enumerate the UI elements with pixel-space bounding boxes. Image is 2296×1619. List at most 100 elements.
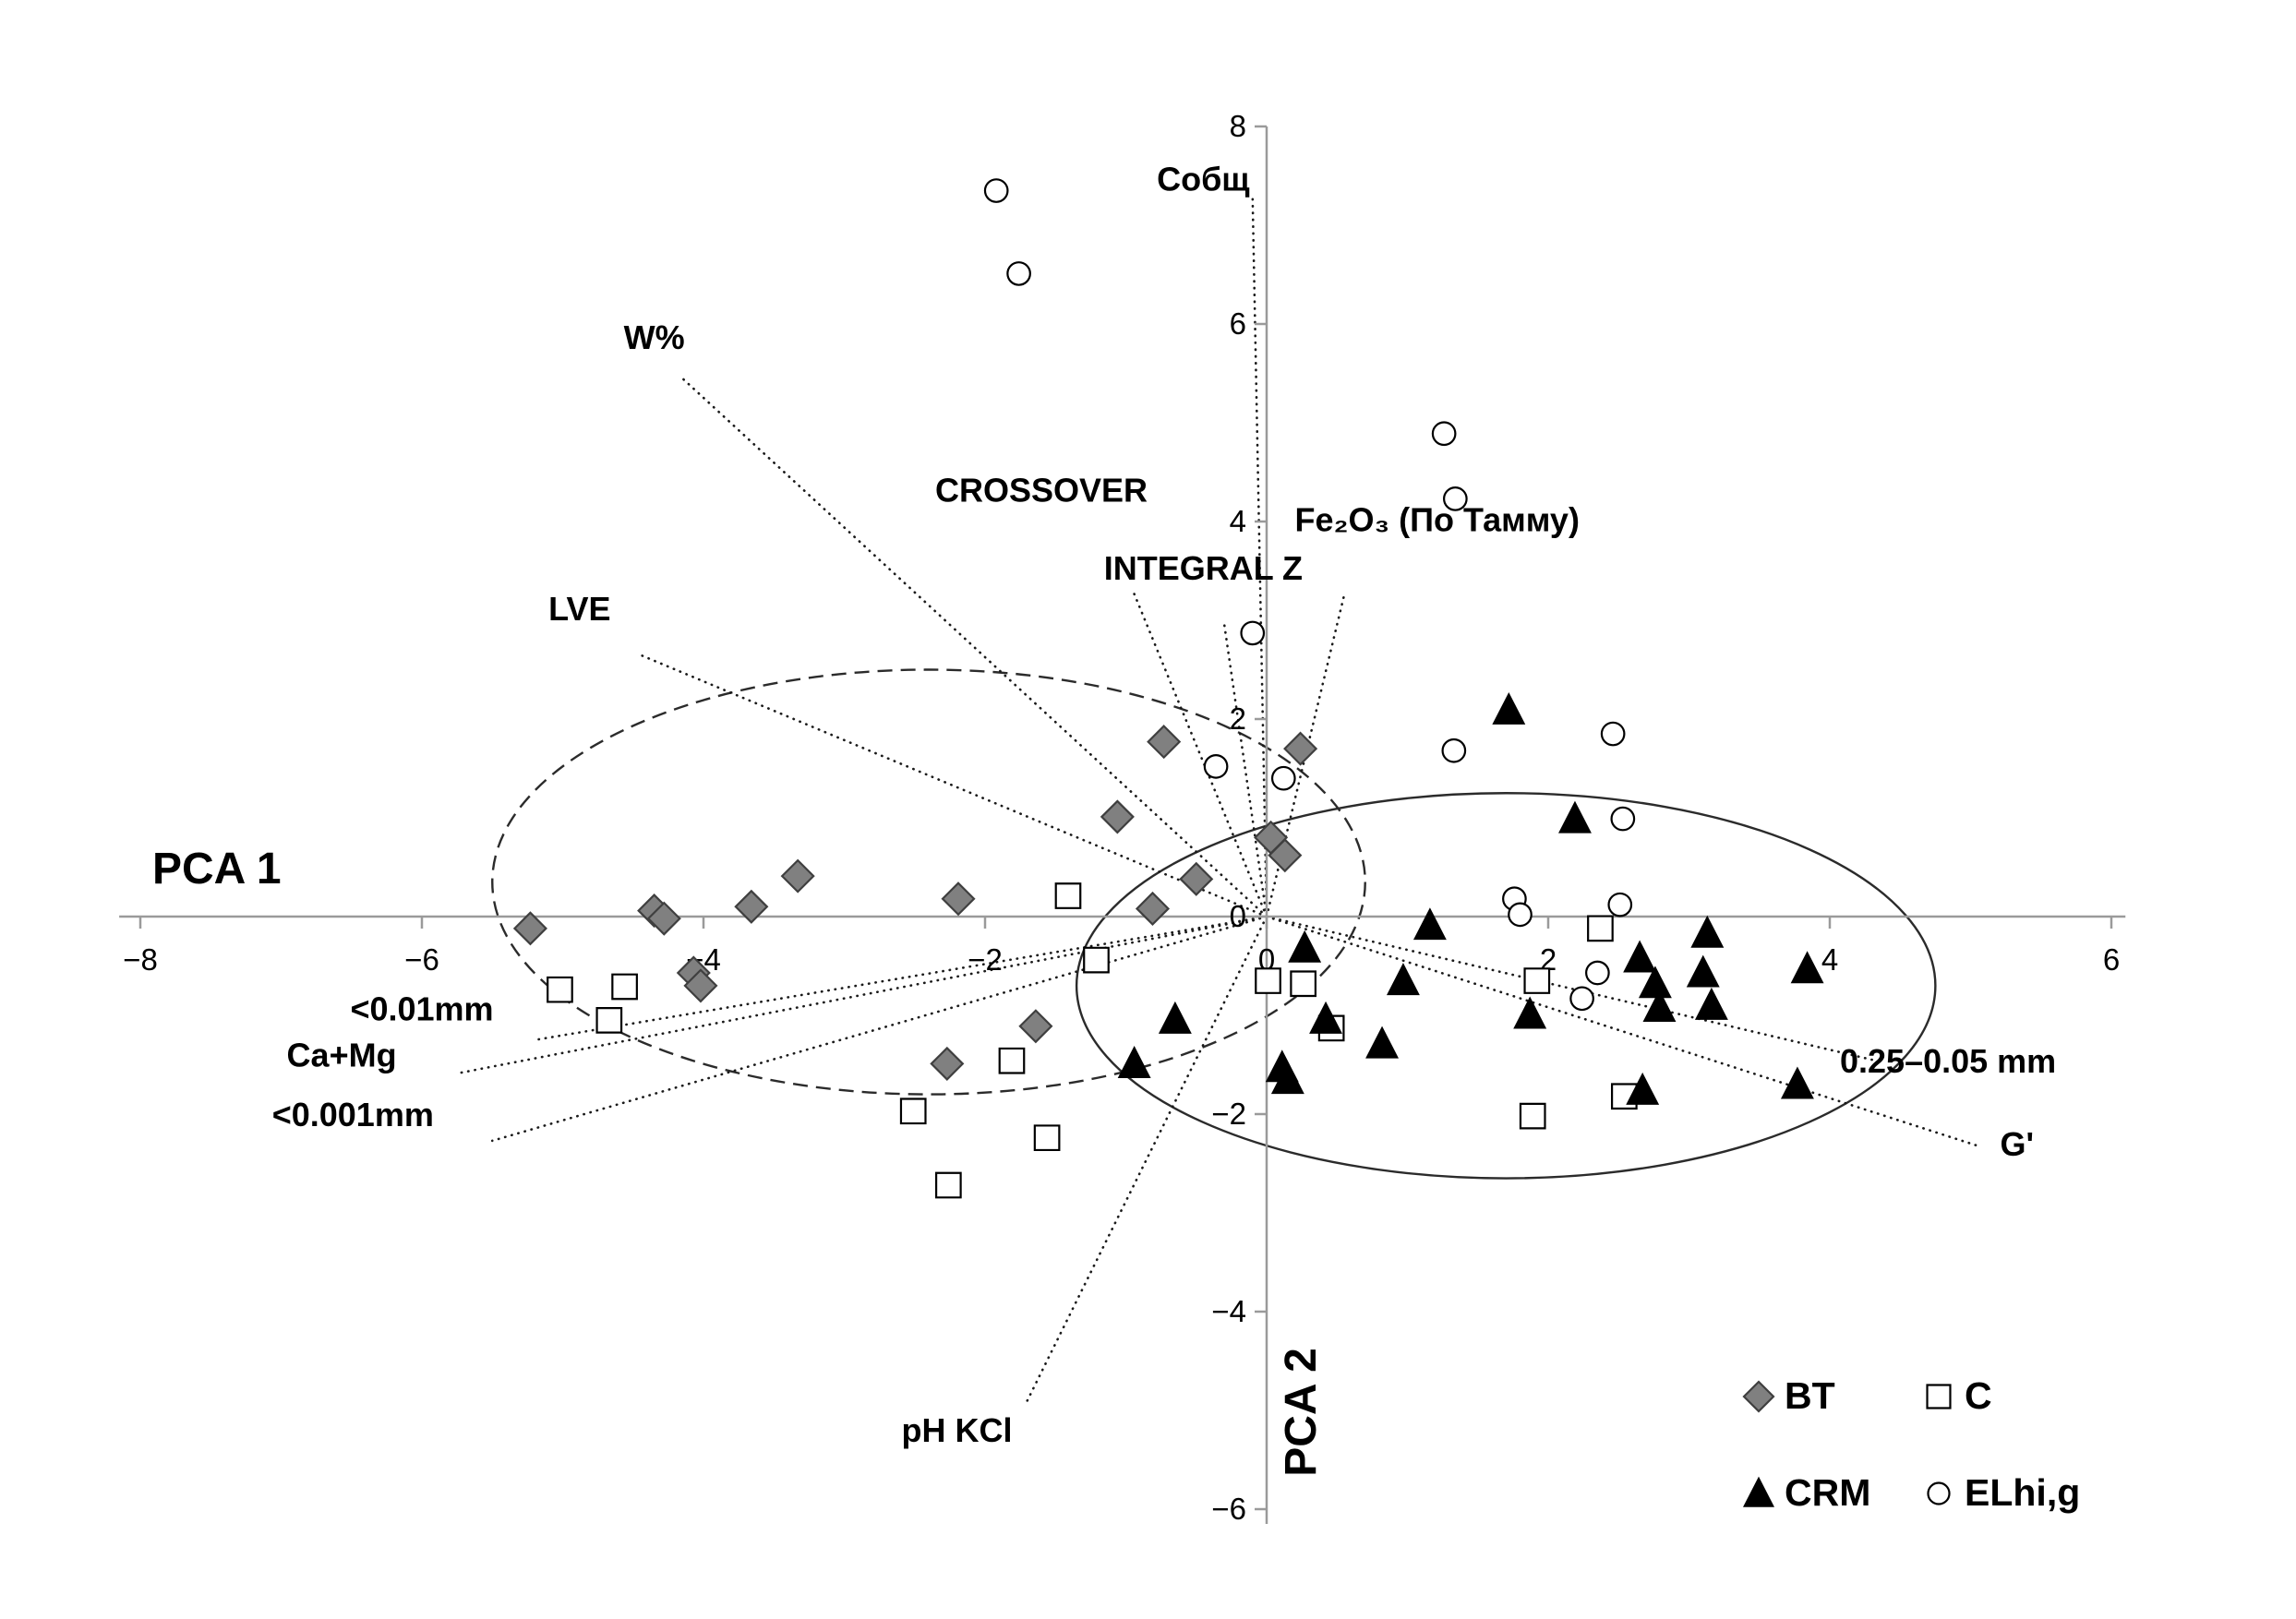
data-point-c (934, 1171, 962, 1199)
data-point-elhi-g (1600, 721, 1626, 747)
vector-0-01mm (533, 915, 1268, 1042)
vector-label-lve: LVE (548, 590, 610, 628)
legend-label-crm: CRM (1785, 1471, 1870, 1514)
data-point-bt (1147, 725, 1182, 760)
legend-label-c: C (1965, 1374, 1992, 1417)
x-tick-label: −8 (123, 942, 158, 977)
data-point-crm (1386, 963, 1420, 996)
vector-label-ca-mg: Ca+Mg (287, 1037, 397, 1074)
legend-label-elhi-g: ELhi,g (1965, 1471, 2080, 1514)
data-point-c (1587, 915, 1614, 942)
data-point-bt (683, 968, 718, 1003)
x-tick-label: −2 (968, 942, 1003, 977)
data-point-crm (1288, 929, 1322, 963)
vector-crossover (1131, 589, 1268, 918)
y-tick-label: −2 (1211, 1097, 1246, 1131)
data-point-bt (646, 901, 681, 936)
data-point-elhi-g (1569, 986, 1594, 1012)
data-point-bt (1135, 891, 1171, 926)
data-point-elhi-g (1431, 421, 1457, 447)
vector-item (1251, 194, 1268, 918)
data-point-elhi-g (1270, 765, 1296, 791)
data-point-crm (1158, 1001, 1192, 1034)
data-point-bt (1018, 1009, 1053, 1044)
vector-ph-kcl (1024, 915, 1268, 1405)
data-point-bt (1283, 731, 1318, 766)
data-point-crm (1780, 1066, 1814, 1099)
loading-vectors (460, 194, 1982, 1405)
data-point-c (1255, 967, 1281, 994)
data-point-crm (1558, 800, 1592, 833)
data-point-c (1523, 967, 1551, 994)
data-point-bt (780, 858, 815, 893)
vector-0-001mm (490, 915, 1268, 1143)
data-point-crm (1626, 1072, 1660, 1105)
data-point-c (595, 1006, 623, 1034)
data-point-elhi-g (1443, 486, 1468, 511)
data-point-c (1083, 946, 1110, 974)
data-point-crm (1694, 987, 1728, 1020)
data-point-elhi-g (1607, 892, 1633, 917)
vector-labels: Собщ W% CROSSOVER INTEGRAL Z Fe₂O₃ (По Тамму… (272, 161, 2056, 1450)
legend-marker-elhi-g-icon (1927, 1481, 1951, 1505)
data-point-bt (941, 881, 976, 917)
y-tick-label: −4 (1211, 1294, 1246, 1328)
data-point-c (611, 973, 638, 1001)
vector-label-0-25-0-05-mm: 0.25–0.05 mm (1840, 1042, 2056, 1080)
data-point-elhi-g (1240, 620, 1266, 646)
data-point-bt (1268, 838, 1303, 873)
vector-label-fe-o: Fe₂O₃ (По Тамму) (1295, 501, 1580, 539)
data-point-c (1033, 1124, 1061, 1152)
data-point-c (547, 976, 573, 1003)
data-point-crm (1492, 691, 1526, 725)
data-point-crm (1270, 1061, 1304, 1095)
vector-label-item: Собщ (1157, 161, 1250, 198)
vector-integral-z (1222, 624, 1268, 918)
y-axis-title: PCA 2 (1277, 1348, 1326, 1477)
data-point-elhi-g (1585, 960, 1610, 986)
y-tick-label: 6 (1230, 306, 1246, 341)
x-tick-label: 4 (1821, 942, 1838, 977)
data-point-crm (1638, 965, 1672, 999)
data-point-crm (1642, 989, 1677, 1022)
vector-label-g: G' (2001, 1125, 2035, 1163)
data-point-bt (1100, 799, 1135, 834)
vector-label-ph-kcl: pH KCl (902, 1411, 1013, 1449)
group-ellipse-dashed (491, 668, 1366, 1096)
data-point-bt (734, 889, 769, 924)
y-tick-label: 2 (1230, 702, 1246, 736)
legend: BT C CRM ELhi,g (1742, 1374, 2080, 1514)
data-point-bt (512, 911, 547, 946)
data-point-elhi-g (1006, 261, 1031, 286)
data-point-crm (1309, 1001, 1343, 1034)
vector-label-integral-z: INTEGRAL Z (1104, 549, 1303, 587)
legend-marker-crm-icon (1742, 1476, 1775, 1507)
data-point-elhi-g (983, 178, 1009, 203)
data-point-elhi-g (1508, 902, 1533, 928)
data-point-elhi-g (1441, 738, 1467, 763)
vector-label-0-01mm: <0.01mm (350, 989, 493, 1027)
x-tick-label: −6 (404, 942, 439, 977)
vector-0-25-0-05-mm (1265, 915, 1882, 1063)
data-point-c (998, 1047, 1026, 1074)
data-point-crm (1117, 1046, 1151, 1078)
vector-label-0-001mm: <0.001mm (272, 1096, 434, 1133)
vector-g (1265, 915, 1982, 1148)
y-tick-label: 0 (1230, 899, 1246, 933)
group-ellipse-solid (1075, 792, 1937, 1180)
data-points (512, 178, 1824, 1199)
data-point-crm (1623, 940, 1657, 973)
data-point-c (1519, 1102, 1546, 1130)
y-tick-label: 4 (1230, 504, 1246, 538)
x-axis-title: PCA 1 (152, 845, 282, 893)
data-point-elhi-g (1203, 754, 1229, 779)
data-point-elhi-g (1610, 806, 1636, 832)
data-point-c (1054, 882, 1082, 909)
data-point-crm (1513, 996, 1547, 1029)
legend-marker-bt-icon (1742, 1380, 1775, 1413)
data-point-crm (1790, 951, 1824, 984)
data-point-crm (1690, 915, 1725, 948)
group-ellipses (491, 668, 1937, 1180)
